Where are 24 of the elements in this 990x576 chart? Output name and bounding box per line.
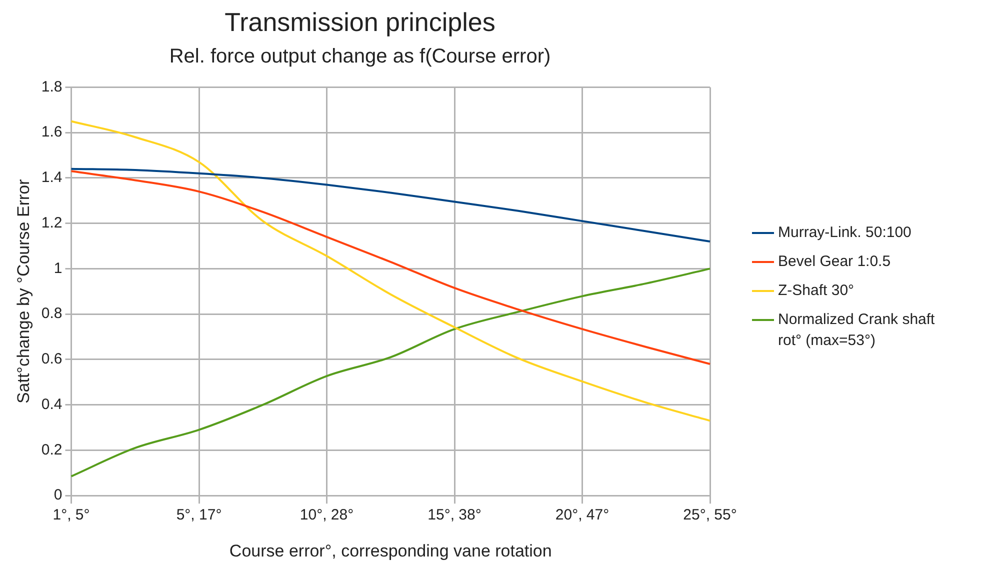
x-tick-label: 5°, 17°: [176, 506, 222, 524]
x-tick-label: 20°, 47°: [555, 506, 610, 524]
y-tick-label: 1.2: [41, 214, 62, 232]
y-tick-label: 0: [54, 486, 62, 504]
y-axis-title: Satt°change by °Course Error: [14, 178, 33, 404]
y-tick-label: 1.4: [41, 169, 62, 186]
x-tick-label: 15°, 38°: [428, 506, 482, 524]
legend-label: Bevel Gear 1:0.5: [778, 252, 891, 272]
x-tick-label: 25°, 55°: [683, 506, 737, 524]
y-tick-label: 1: [54, 260, 62, 277]
x-axis-title: Course error°, corresponding vane rotation: [229, 541, 552, 560]
x-tick-label: 1°, 5°: [52, 506, 90, 524]
chart-title: Transmission principles: [224, 6, 496, 37]
y-tick-label: 0.8: [41, 305, 62, 322]
legend-label: Z-Shaft 30°: [778, 281, 854, 301]
y-tick-label: 0.2: [41, 441, 62, 458]
legend-label: Murray-Link. 50:100: [778, 223, 912, 243]
y-tick-label: 1.8: [41, 78, 62, 96]
x-tick-label: 10°, 28°: [300, 506, 354, 524]
legend-label: Normalized Crank shaft rot° (max=53°): [778, 310, 936, 351]
y-tick-label: 1.6: [41, 124, 62, 141]
y-tick-label: 0.4: [41, 396, 62, 413]
chart-subtitle: Rel. force output change as f(Course error): [169, 46, 551, 68]
y-tick-label: 0.6: [41, 350, 62, 368]
